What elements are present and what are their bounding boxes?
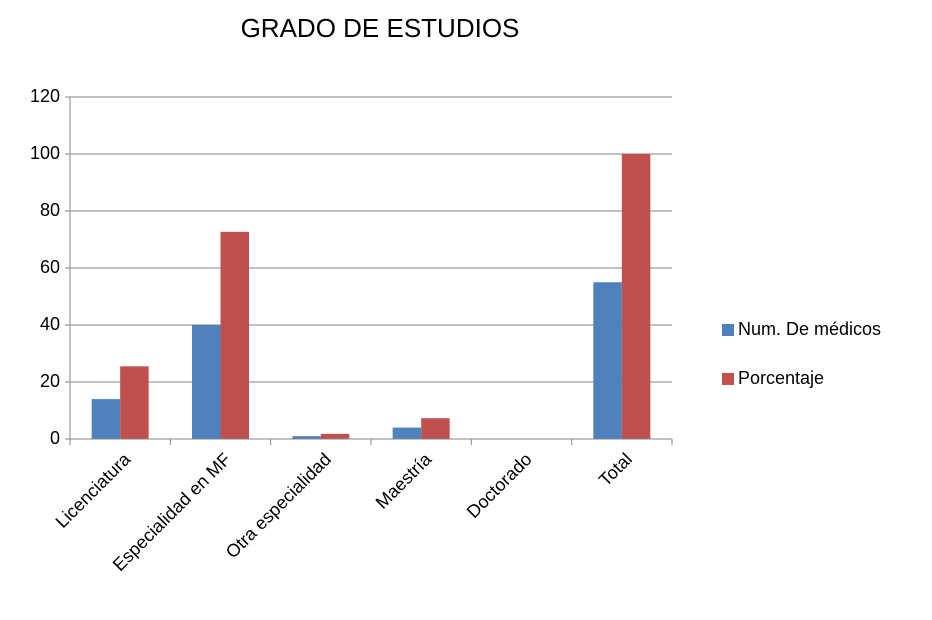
- bar: [292, 436, 321, 439]
- legend-swatch: [722, 373, 734, 385]
- bar: [392, 427, 422, 439]
- bar: [320, 433, 350, 439]
- bar: [91, 399, 121, 439]
- y-tick-label: 120: [30, 86, 60, 106]
- bar: [220, 231, 249, 439]
- chart-title: GRADO DE ESTUDIOS: [241, 13, 520, 43]
- y-tick-label: 80: [40, 200, 60, 220]
- y-tick-label: 0: [50, 428, 60, 448]
- legend-swatch: [722, 324, 734, 336]
- x-tick-label: Total: [595, 449, 636, 490]
- y-tick-label: 100: [30, 143, 60, 163]
- legend-label: Porcentaje: [738, 368, 824, 388]
- bar: [621, 154, 651, 439]
- x-tick-label: Maestría: [372, 448, 436, 512]
- bar: [192, 325, 221, 439]
- y-tick-label: 60: [40, 257, 60, 277]
- legend-label: Num. De médicos: [738, 319, 881, 339]
- y-tick-label: 20: [40, 371, 60, 391]
- bar: [593, 282, 622, 439]
- x-tick-label: Licenciatura: [52, 448, 135, 531]
- x-tick-label: Doctorado: [463, 449, 536, 522]
- x-tick-label: Otra especialidad: [222, 449, 335, 562]
- bar: [421, 418, 450, 439]
- bar: [120, 366, 149, 439]
- y-tick-label: 40: [40, 314, 60, 334]
